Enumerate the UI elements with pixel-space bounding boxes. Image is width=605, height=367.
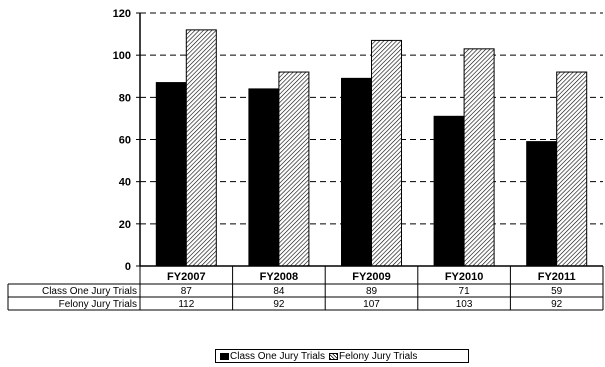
y-tick-label: 60 xyxy=(119,135,131,147)
x-category-label: FY2011 xyxy=(538,271,576,283)
bar-class-one-fy2009 xyxy=(341,77,372,267)
y-tick-label: 100 xyxy=(113,50,131,62)
legend: Class One Jury Trials Felony Jury Trials xyxy=(215,349,469,363)
y-tick-label: 80 xyxy=(119,92,131,104)
bar-felony-fy2009 xyxy=(371,39,402,267)
bar-class-one-fy2010 xyxy=(433,115,465,267)
table-cell-value: 89 xyxy=(366,286,378,297)
bar-felony-fy2010 xyxy=(463,48,495,267)
bar-felony-fy2008 xyxy=(278,71,310,267)
table-cell-value: 92 xyxy=(273,299,285,310)
axes: 0 20 40 60 80 100 120 xyxy=(113,8,141,273)
y-tick-label: 20 xyxy=(119,219,131,231)
bar-felony-fy2011 xyxy=(556,71,588,267)
legend-label-felony: Felony Jury Trials xyxy=(339,350,418,362)
table-cell-value: 59 xyxy=(551,286,563,297)
x-category-label: FY2007 xyxy=(167,271,206,283)
legend-swatch-hatched xyxy=(329,352,339,360)
table-cell-value: 112 xyxy=(178,299,194,310)
table-row-label: Class One Jury Trials xyxy=(42,286,137,297)
table-cell-value: 92 xyxy=(551,299,563,310)
bar-felony-fy2007 xyxy=(185,29,217,267)
x-category-label: FY2009 xyxy=(352,271,391,283)
x-category-label: FY2008 xyxy=(260,271,299,283)
bar-class-one-fy2007 xyxy=(155,82,187,267)
table-cell-value: 84 xyxy=(273,286,285,297)
table-cell-value: 87 xyxy=(181,286,193,297)
bar-class-one-fy2008 xyxy=(248,88,280,267)
y-tick-label: 120 xyxy=(113,8,131,20)
legend-label-class-one: Class One Jury Trials xyxy=(230,350,326,362)
table-row-label: Felony Jury Trials xyxy=(59,299,137,310)
bars xyxy=(155,29,588,267)
data-table: FY2007 87 112 FY2008 84 92 FY2009 89 107 FY2010 71… xyxy=(7,265,604,311)
x-category-label: FY2010 xyxy=(445,271,484,283)
bar-class-one-fy2011 xyxy=(526,141,558,267)
legend-swatch-solid xyxy=(220,352,229,360)
table-cell-value: 103 xyxy=(456,299,473,310)
table-cell-value: 107 xyxy=(363,299,380,310)
y-tick-label: 0 xyxy=(125,261,131,273)
legend-item-felony: Felony Jury Trials xyxy=(329,351,417,362)
y-tick-label: 40 xyxy=(119,177,131,189)
legend-item-class-one: Class One Jury Trials xyxy=(220,351,325,362)
table-cell-value: 71 xyxy=(459,286,471,297)
